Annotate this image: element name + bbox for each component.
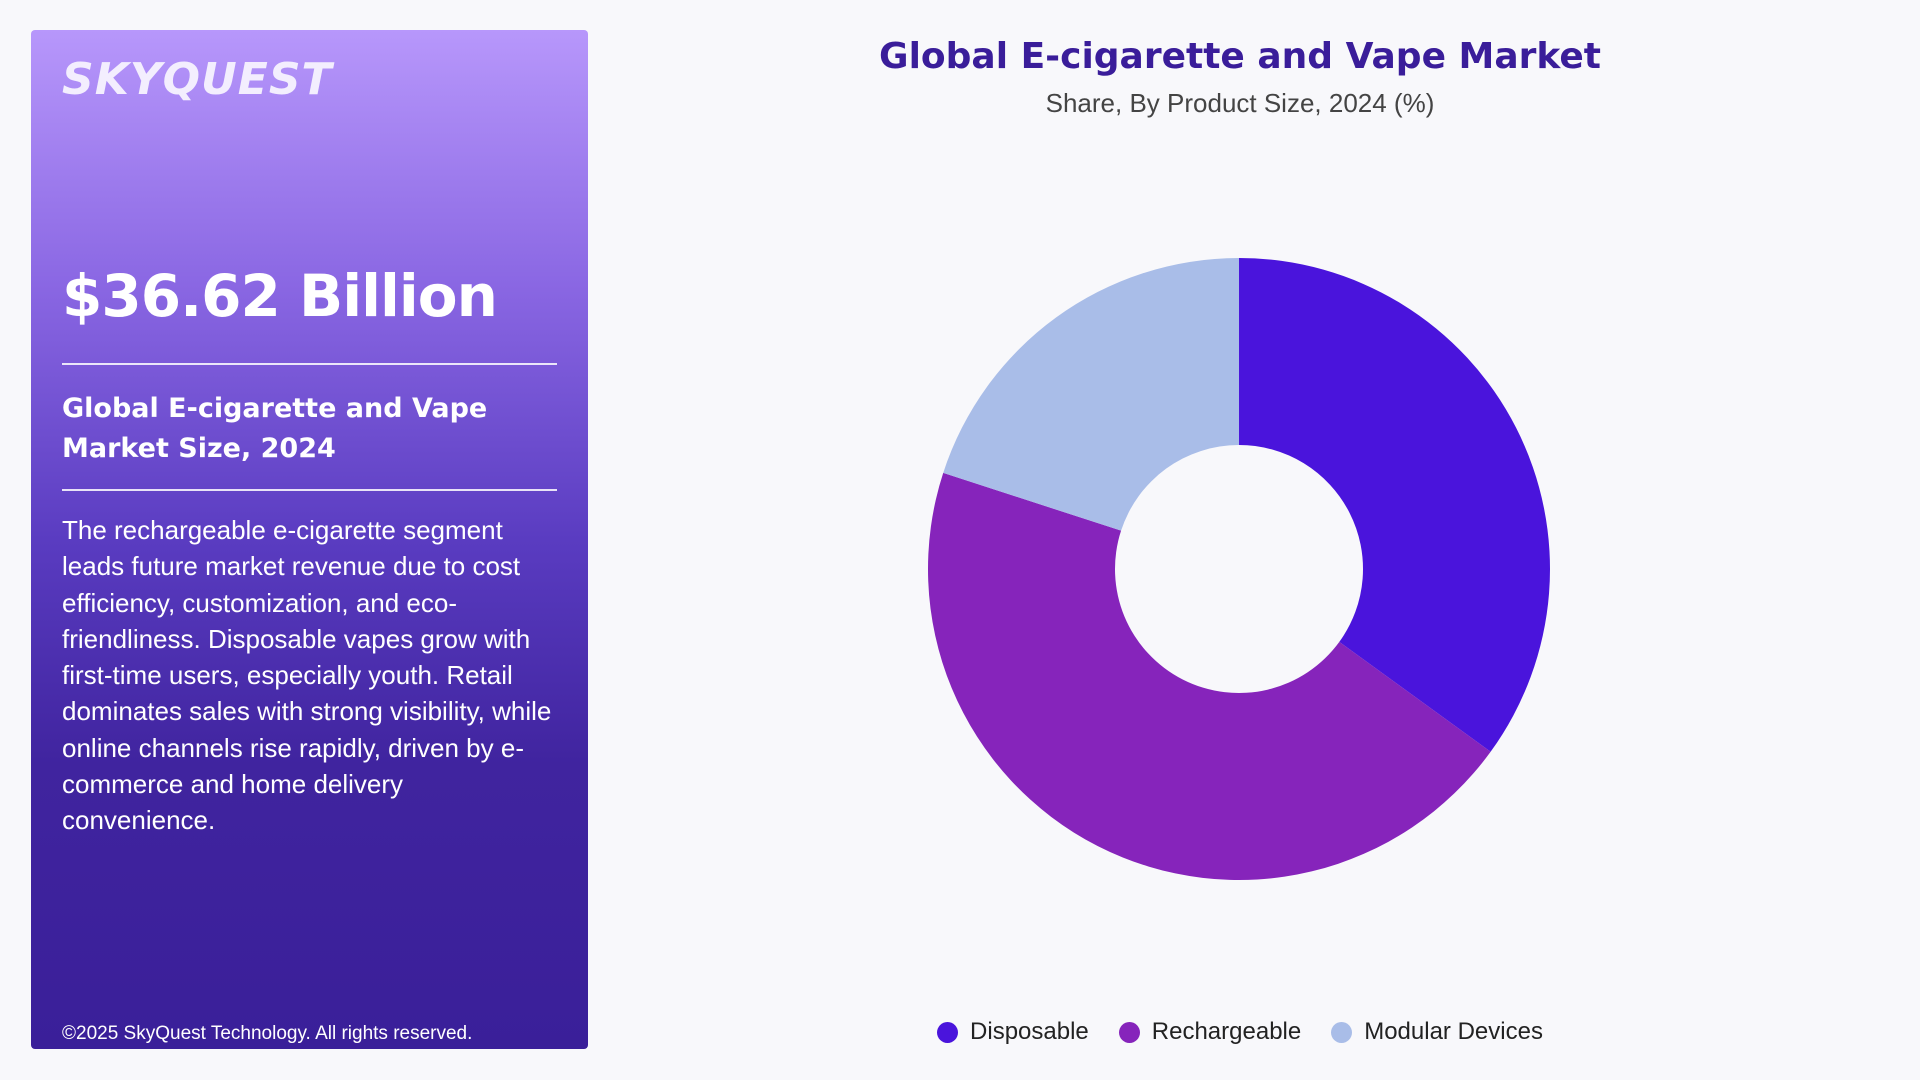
slice-modular-devices[interactable] xyxy=(943,258,1239,531)
legend-swatch xyxy=(937,1021,959,1043)
legend-item-modular-devices[interactable]: Modular Devices xyxy=(1331,1018,1543,1046)
legend-item-rechargeable[interactable]: Rechargeable xyxy=(1118,1018,1302,1046)
divider xyxy=(62,363,557,365)
chart-subtitle: Share, By Product Size, 2024 (%) xyxy=(1045,88,1435,118)
chart-legend: Disposable Rechargeable Modular Devices xyxy=(760,1018,1720,1046)
legend-swatch xyxy=(1118,1021,1140,1043)
legend-label: Disposable xyxy=(970,1018,1089,1045)
slice-disposable[interactable] xyxy=(1239,258,1550,752)
summary-panel: SKYQUEST $36.62 Billion Global E-cigaret… xyxy=(31,30,588,1049)
legend-label: Rechargeable xyxy=(1151,1018,1302,1045)
copyright-text: ©2025 SkyQuest Technology. All rights re… xyxy=(62,1023,473,1044)
legend-item-disposable[interactable]: Disposable xyxy=(937,1018,1089,1046)
legend-swatch xyxy=(1331,1021,1353,1043)
divider xyxy=(62,489,557,491)
market-size-label: Global E-cigarette and Vape Market Size,… xyxy=(62,393,488,464)
slice-rechargeable[interactable] xyxy=(928,472,1491,880)
market-description: The rechargeable e-cigarette segment lea… xyxy=(62,515,552,836)
skyquest-logo: SKYQUEST xyxy=(62,54,333,105)
legend-label: Modular Devices xyxy=(1364,1018,1543,1045)
market-value: $36.62 Billion xyxy=(62,262,498,330)
chart-title: Global E-cigarette and Vape Market xyxy=(879,36,1601,77)
